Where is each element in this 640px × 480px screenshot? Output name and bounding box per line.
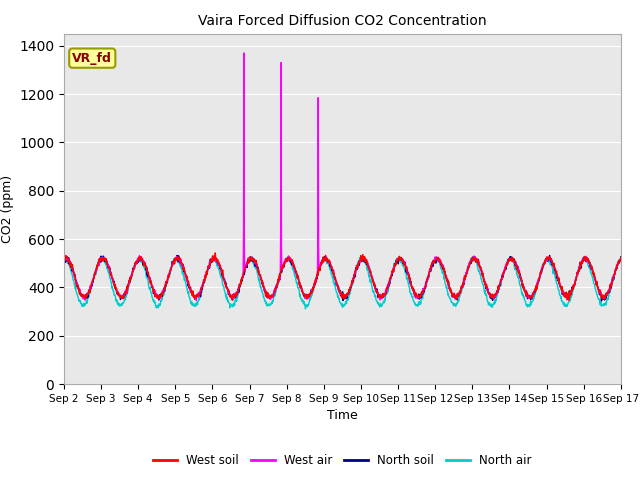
X-axis label: Time: Time bbox=[327, 409, 358, 422]
Legend: West soil, West air, North soil, North air: West soil, West air, North soil, North a… bbox=[148, 449, 536, 472]
Y-axis label: CO2 (ppm): CO2 (ppm) bbox=[1, 175, 13, 243]
Text: VR_fd: VR_fd bbox=[72, 52, 112, 65]
Title: Vaira Forced Diffusion CO2 Concentration: Vaira Forced Diffusion CO2 Concentration bbox=[198, 14, 486, 28]
